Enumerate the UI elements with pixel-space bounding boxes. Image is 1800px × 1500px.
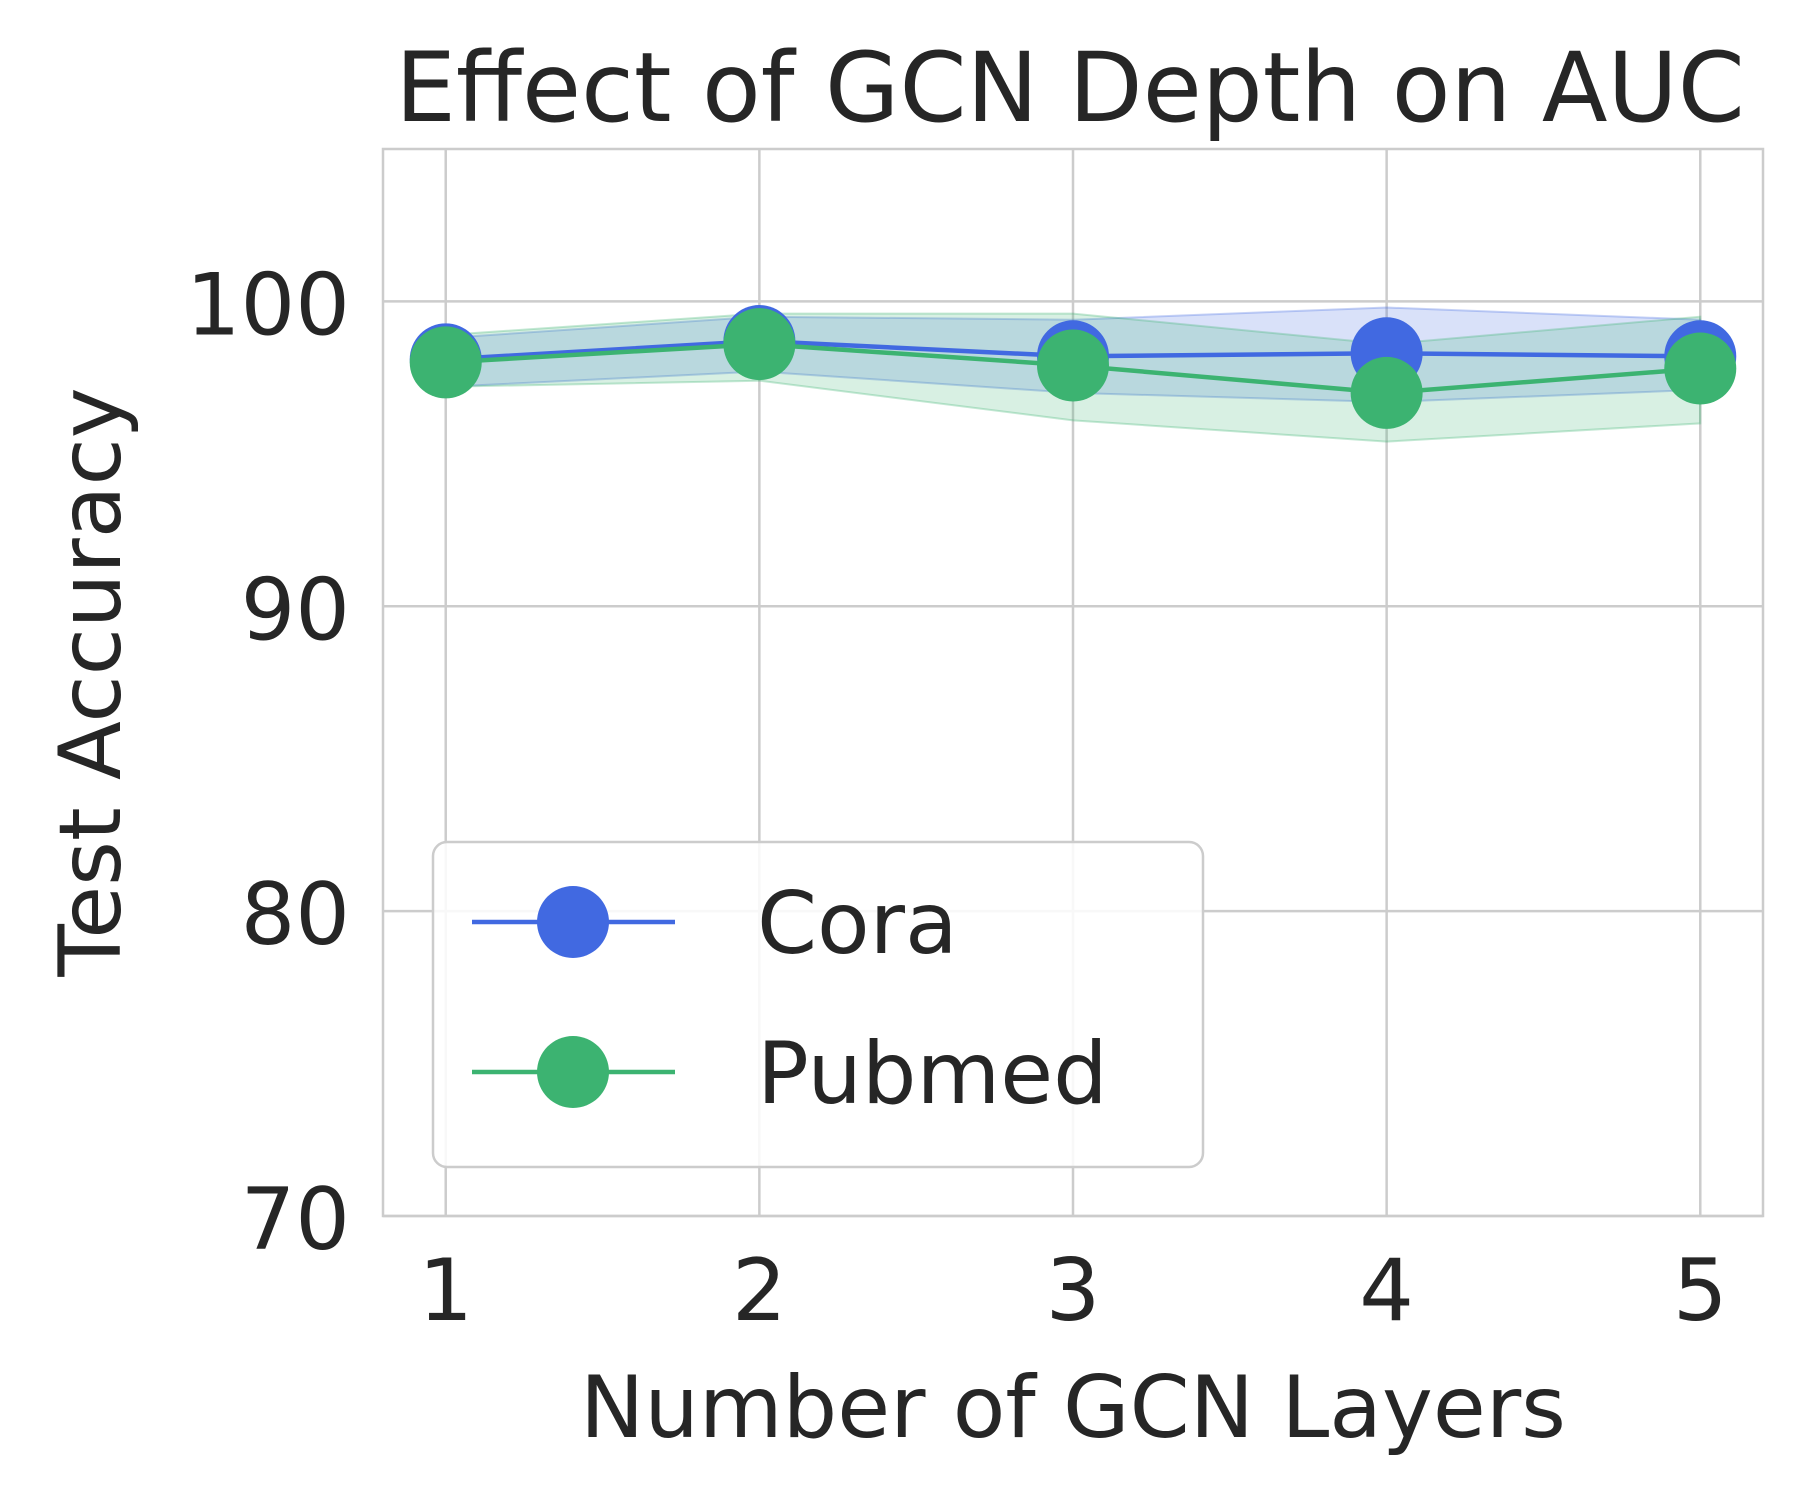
cora-legend-marker bbox=[537, 886, 609, 958]
pubmed-point bbox=[723, 308, 796, 381]
x-tick-label: 2 bbox=[732, 1241, 787, 1341]
x-tick-label: 1 bbox=[418, 1241, 473, 1341]
y-tick-label: 80 bbox=[241, 865, 350, 965]
cora-legend-label: Cora bbox=[757, 874, 958, 974]
y-axis-label: Test Accuracy bbox=[41, 387, 141, 977]
y-tick-label: 70 bbox=[241, 1170, 350, 1270]
pubmed-point bbox=[409, 326, 482, 399]
y-tick-labels: 70 80 90 100 bbox=[186, 255, 350, 1270]
pubmed-legend-marker bbox=[537, 1036, 609, 1108]
x-tick-labels: 1 2 3 4 5 bbox=[418, 1241, 1727, 1341]
pubmed-point bbox=[1664, 332, 1737, 405]
pubmed-point bbox=[1350, 356, 1423, 429]
x-tick-label: 3 bbox=[1046, 1241, 1101, 1341]
chart-title: Effect of GCN Depth on AUC bbox=[395, 32, 1745, 144]
x-tick-label: 5 bbox=[1673, 1241, 1728, 1341]
series-markers bbox=[409, 305, 1737, 429]
legend: Cora Pubmed bbox=[431, 840, 1205, 1169]
y-tick-label: 90 bbox=[241, 560, 350, 660]
pubmed-point bbox=[1037, 329, 1109, 402]
pubmed-legend-label: Pubmed bbox=[757, 1024, 1108, 1124]
y-tick-label: 100 bbox=[186, 255, 350, 355]
x-tick-label: 4 bbox=[1359, 1241, 1414, 1341]
x-axis-label: Number of GCN Layers bbox=[580, 1358, 1566, 1458]
